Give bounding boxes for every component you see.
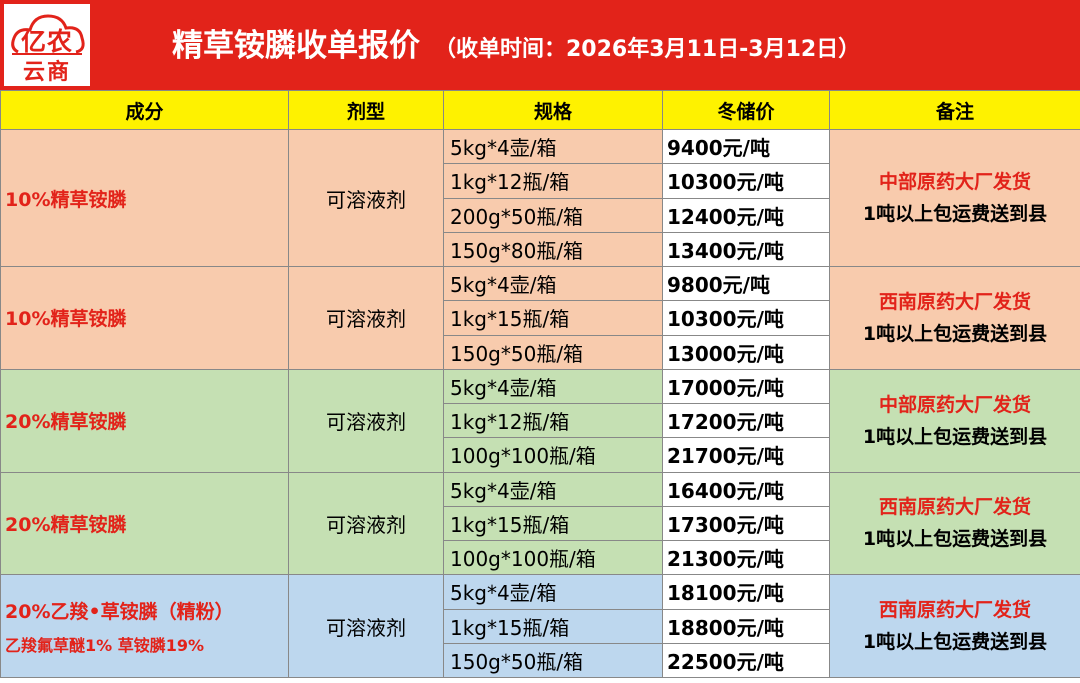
spec-cell: 100g*100瓶/箱	[443, 437, 663, 473]
price-cell: 17000元/吨	[662, 368, 830, 405]
spec-cell: 150g*50瓶/箱	[443, 334, 663, 370]
table-row: 200g*50瓶/箱 12400元/吨	[1, 197, 1080, 233]
table-row: 20%精草铵膦 可溶液剂 5kg*4壶/箱 16400元/吨 西南原药大厂发货 …	[0, 471, 1080, 576]
col-header-formulation: 剂型	[288, 90, 444, 130]
note-cell: 西南原药大厂发货 1吨以上包运费送到县	[829, 574, 1080, 678]
price-cell: 10300元/吨	[662, 163, 830, 199]
table-row: 10%精草铵膦 可溶液剂 5kg*4壶/箱 9800元/吨 西南原药大厂发货 1…	[0, 265, 1080, 370]
formulation-cell: 可溶液剂	[288, 574, 444, 678]
spec-cell: 5kg*4壶/箱	[443, 471, 663, 507]
brand-logo: 亿农 云商	[4, 4, 90, 86]
note-origin: 中部原药大厂发货	[878, 171, 1031, 193]
logo-line-1: 亿农	[20, 27, 73, 56]
spec-cell: 1kg*15瓶/箱	[443, 608, 663, 644]
spec-cell: 5kg*4壶/箱	[443, 128, 663, 165]
note-cell: 中部原药大厂发货 1吨以上包运费送到县	[829, 129, 1080, 267]
product-group: 20%精草铵膦 可溶液剂 5kg*4壶/箱 16400元/吨 西南原药大厂发货 …	[0, 471, 1080, 576]
table-row: 1kg*12瓶/箱 10300元/吨	[1, 163, 1080, 199]
product-group: 10%精草铵膦 可溶液剂 5kg*4壶/箱 9800元/吨 西南原药大厂发货 1…	[0, 265, 1080, 370]
formulation-cell: 可溶液剂	[288, 129, 444, 267]
col-header-note: 备注	[829, 90, 1080, 130]
note-origin: 中部原药大厂发货	[878, 393, 1031, 416]
note-origin: 西南原药大厂发货	[878, 496, 1031, 519]
note-cell: 西南原药大厂发货 1吨以上包运费送到县	[829, 471, 1080, 576]
table-row: 100g*100瓶/箱 21300元/吨	[1, 539, 1080, 576]
table-row: 20%精草铵膦 可溶液剂 5kg*4壶/箱 17000元/吨 中部原药大厂发货 …	[0, 368, 1080, 473]
price-cell: 18800元/吨	[662, 608, 830, 644]
ingredient-cell: 20%精草铵膦	[0, 471, 289, 576]
note-shipping: 1吨以上包运费送到县	[862, 322, 1048, 345]
product-group: 20%乙羧•草铵膦（精粉） 乙羧氟草醚1% 草铵膦19% 可溶液剂 5kg*4壶…	[0, 574, 1080, 679]
spec-cell: 1kg*15瓶/箱	[443, 505, 663, 542]
price-cell: 16400元/吨	[662, 471, 830, 507]
table-row: 150g*80瓶/箱 13400元/吨	[1, 231, 1080, 268]
formulation-cell: 可溶液剂	[288, 471, 444, 576]
table-row: 20%乙羧•草铵膦（精粉） 乙羧氟草醚1% 草铵膦19% 可溶液剂 5kg*4壶…	[0, 574, 1080, 678]
formulation-cell: 可溶液剂	[288, 266, 444, 370]
spec-cell: 5kg*4壶/箱	[443, 574, 663, 610]
note-shipping: 1吨以上包运费送到县	[862, 425, 1048, 448]
table-row: 100g*100瓶/箱 21700元/吨	[1, 437, 1080, 473]
spec-cell: 1kg*15瓶/箱	[443, 300, 663, 336]
note-cell: 中部原药大厂发货 1吨以上包运费送到县	[829, 368, 1080, 473]
table-header-row: 成分 剂型 规格 冬储价 备注	[0, 90, 1080, 130]
price-table: 成分 剂型 规格 冬储价 备注 10%精草铵膦 可溶液剂 5kg*4壶/箱 94…	[0, 90, 1080, 679]
ingredient-cell: 10%精草铵膦	[0, 129, 289, 267]
table-row: 1kg*15瓶/箱 10300元/吨	[1, 300, 1080, 336]
title-main: 精草铵膦收单报价	[172, 28, 420, 64]
note-shipping: 1吨以上包运费送到县	[862, 203, 1048, 225]
spec-cell: 1kg*12瓶/箱	[443, 402, 663, 439]
product-group: 20%精草铵膦 可溶液剂 5kg*4壶/箱 17000元/吨 中部原药大厂发货 …	[0, 368, 1080, 473]
price-cell: 18100元/吨	[662, 574, 830, 610]
table-row: 1kg*15瓶/箱 17300元/吨	[1, 505, 1080, 542]
note-shipping: 1吨以上包运费送到县	[862, 631, 1048, 654]
logo-line-2: 云商	[22, 60, 71, 85]
ingredient-composition: 乙羧氟草醚1% 草铵膦19%	[5, 635, 205, 655]
spec-cell: 1kg*12瓶/箱	[443, 163, 663, 199]
price-cell: 21300元/吨	[662, 539, 830, 576]
table-row: 150g*50瓶/箱 13000元/吨	[1, 334, 1080, 370]
title-subtitle: （收单时间：2026年3月11日-3月12日）	[434, 37, 861, 62]
note-origin: 西南原药大厂发货	[878, 599, 1031, 622]
price-cell: 9400元/吨	[662, 128, 830, 165]
price-cell: 21700元/吨	[662, 437, 830, 473]
price-cell: 17300元/吨	[662, 505, 830, 542]
page-title: 精草铵膦收单报价 （收单时间：2026年3月11日-3月12日）	[172, 24, 860, 68]
formulation-cell: 可溶液剂	[288, 368, 444, 473]
spec-cell: 100g*100瓶/箱	[443, 539, 663, 576]
col-header-price: 冬储价	[662, 90, 830, 130]
col-header-spec: 规格	[443, 90, 663, 130]
table-row: 1kg*15瓶/箱 18800元/吨	[1, 608, 1080, 644]
header-banner: 亿农 云商 精草铵膦收单报价 （收单时间：2026年3月11日-3月12日）	[0, 0, 1080, 90]
spec-cell: 5kg*4壶/箱	[443, 368, 663, 405]
price-cell: 13400元/吨	[662, 231, 830, 268]
cloud-icon	[11, 14, 85, 55]
price-cell: 10300元/吨	[662, 300, 830, 336]
ingredient-cell: 20%精草铵膦	[0, 368, 289, 473]
ingredient-cell: 10%精草铵膦	[0, 266, 289, 370]
product-group: 10%精草铵膦 可溶液剂 5kg*4壶/箱 9400元/吨 中部原药大厂发货 1…	[0, 128, 1080, 268]
price-cell: 17200元/吨	[662, 402, 830, 439]
spec-cell: 5kg*4壶/箱	[443, 265, 663, 302]
table-row: 10%精草铵膦 可溶液剂 5kg*4壶/箱 9400元/吨 中部原药大厂发货 1…	[0, 128, 1080, 267]
note-origin: 西南原药大厂发货	[878, 290, 1031, 313]
price-cell: 12400元/吨	[662, 197, 830, 233]
note-cell: 西南原药大厂发货 1吨以上包运费送到县	[829, 266, 1080, 370]
col-header-ingredient: 成分	[0, 90, 289, 130]
ingredient-name: 20%乙羧•草铵膦（精粉）	[5, 600, 234, 623]
price-cell: 22500元/吨	[662, 642, 830, 679]
note-shipping: 1吨以上包运费送到县	[862, 528, 1048, 551]
spec-cell: 150g*50瓶/箱	[443, 642, 663, 679]
table-row: 150g*50瓶/箱 22500元/吨	[1, 642, 1080, 679]
spec-cell: 150g*80瓶/箱	[443, 231, 663, 268]
price-cell: 13000元/吨	[662, 334, 830, 370]
price-cell: 9800元/吨	[662, 265, 830, 302]
ingredient-cell: 20%乙羧•草铵膦（精粉） 乙羧氟草醚1% 草铵膦19%	[0, 574, 289, 678]
spec-cell: 200g*50瓶/箱	[443, 197, 663, 233]
